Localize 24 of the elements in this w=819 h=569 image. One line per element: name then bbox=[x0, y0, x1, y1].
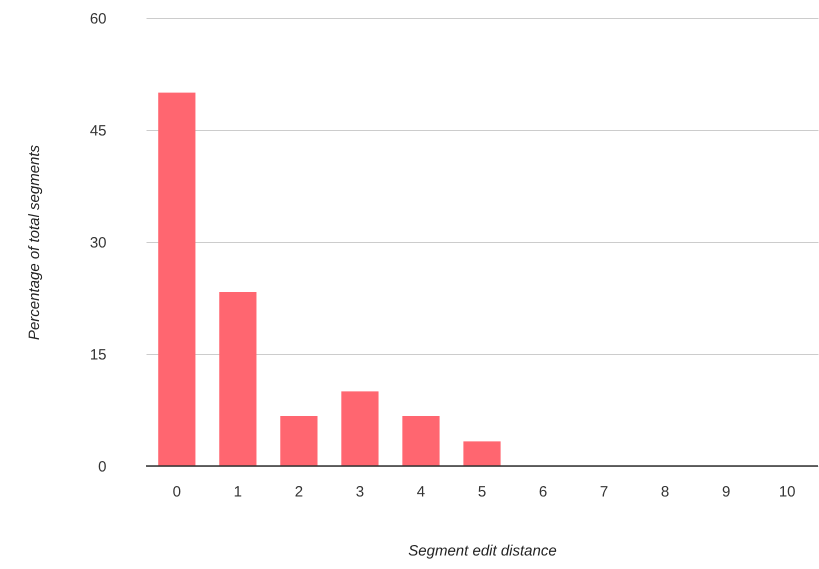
x-tick-label: 5 bbox=[478, 484, 486, 500]
bar bbox=[158, 92, 196, 466]
y-tick-label: 30 bbox=[90, 234, 106, 252]
y-tick-label: 0 bbox=[98, 458, 106, 476]
x-tick-label: 8 bbox=[660, 484, 670, 500]
bar bbox=[219, 292, 256, 466]
x-tick-label: 4 bbox=[416, 484, 426, 500]
x-tick-label: 3 bbox=[356, 484, 364, 500]
x-tick-label: 10 bbox=[778, 484, 796, 500]
x-tick-label: 2 bbox=[294, 484, 304, 500]
x-tick-label: 1 bbox=[234, 484, 242, 500]
bar bbox=[402, 416, 440, 466]
bar bbox=[341, 391, 379, 466]
x-tick-label: 7 bbox=[600, 484, 608, 500]
y-tick-label: 60 bbox=[90, 10, 106, 28]
y-tick-label: 45 bbox=[90, 122, 106, 140]
x-tick-label: 9 bbox=[722, 484, 730, 500]
x-axis-title: Segment edit distance bbox=[408, 542, 557, 560]
y-tick-label: 15 bbox=[90, 346, 106, 364]
bar bbox=[463, 441, 501, 466]
y-axis-title: Percentage of total segments bbox=[26, 144, 43, 340]
x-tick-label: 0 bbox=[172, 484, 181, 500]
bar bbox=[280, 416, 318, 466]
x-tick-label: 6 bbox=[538, 484, 548, 500]
